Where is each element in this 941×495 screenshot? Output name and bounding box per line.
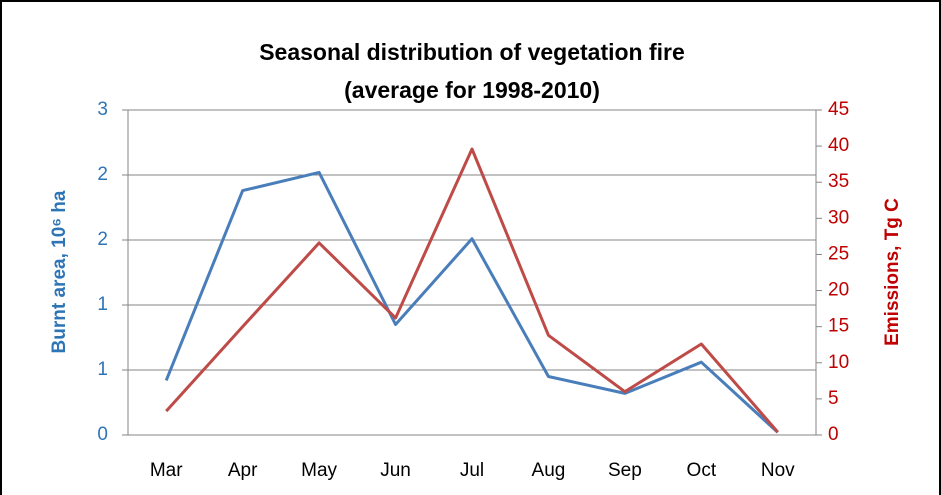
chart-title: Seasonal distribution of vegetation fire [259,39,685,65]
y2-tick-label: 40 [828,135,849,156]
y2-tick-label: 20 [828,280,849,301]
y-tick-label: 2 [97,164,108,185]
x-tick-label: Aug [532,460,566,481]
x-tick-label: Oct [687,460,717,481]
y2-tick-label: 15 [828,316,849,337]
x-tick-label: Sep [608,460,642,481]
y2-axis-label: Emissions, Tg C [882,198,903,346]
series-line [165,147,779,434]
x-tick-label: Jun [380,460,411,481]
y2-tick-label: 0 [828,424,839,445]
y2-tick-label: 10 [828,352,849,373]
chart-subtitle: (average for 1998-2010) [344,77,600,103]
y2-tick-label: 30 [828,207,849,228]
x-tick-label: Apr [228,460,258,481]
y-tick-label: 1 [97,359,108,380]
y-axis-label: Burnt area, 10⁶ ha [49,190,70,353]
y2-tick-label: 5 [828,388,839,409]
y-tick-label: 2 [97,229,108,250]
x-tick-label: Jul [460,460,484,481]
y2-tick-label: 35 [828,171,849,192]
series-line [164,170,779,434]
x-tick-label: Mar [150,460,183,481]
y-tick-label: 3 [97,99,108,120]
y-tick-label: 1 [97,294,108,315]
y-tick-label: 0 [97,424,108,445]
x-tick-label: Nov [761,460,795,481]
x-tick-label: May [301,460,337,481]
y2-tick-label: 25 [828,243,849,264]
y2-tick-label: 45 [828,99,849,120]
